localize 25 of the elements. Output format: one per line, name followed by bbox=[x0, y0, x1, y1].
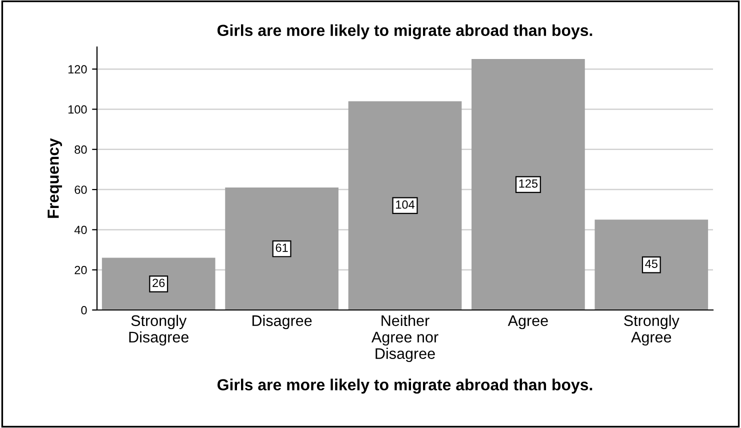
bar bbox=[102, 258, 216, 310]
data-label: 45 bbox=[645, 260, 658, 268]
x-tick-label: Agree bbox=[508, 315, 548, 330]
data-label: 26 bbox=[152, 278, 165, 288]
y-tick-label: 20 bbox=[74, 266, 87, 274]
y-tick-label: 100 bbox=[68, 105, 87, 114]
x-tick-label: Strongly Disagree bbox=[129, 314, 188, 346]
y-axis-title: Frequency bbox=[48, 138, 62, 218]
y-tick-label: 60 bbox=[74, 186, 87, 194]
bar bbox=[225, 188, 338, 310]
chart-title: Girls are more likely to migrate abroad than boys. bbox=[217, 24, 592, 40]
data-label: 125 bbox=[519, 179, 538, 188]
data-label: 104 bbox=[396, 200, 415, 209]
bar bbox=[348, 101, 462, 310]
bar bbox=[594, 220, 708, 310]
y-tick-label: 120 bbox=[68, 65, 87, 74]
y-tick-label: 80 bbox=[74, 145, 87, 154]
x-axis-title: Girls are more likely to migrate abroad than boys. bbox=[217, 378, 592, 394]
x-tick-label: Strongly Agree bbox=[624, 314, 680, 346]
data-label: 61 bbox=[276, 244, 288, 252]
x-tick-label: Neither Agree nor Disagree bbox=[371, 314, 438, 362]
bar bbox=[472, 59, 585, 310]
x-tick-label: Disagree bbox=[252, 314, 312, 330]
y-tick-label: 0 bbox=[81, 306, 87, 314]
y-tick-label: 40 bbox=[74, 226, 87, 234]
